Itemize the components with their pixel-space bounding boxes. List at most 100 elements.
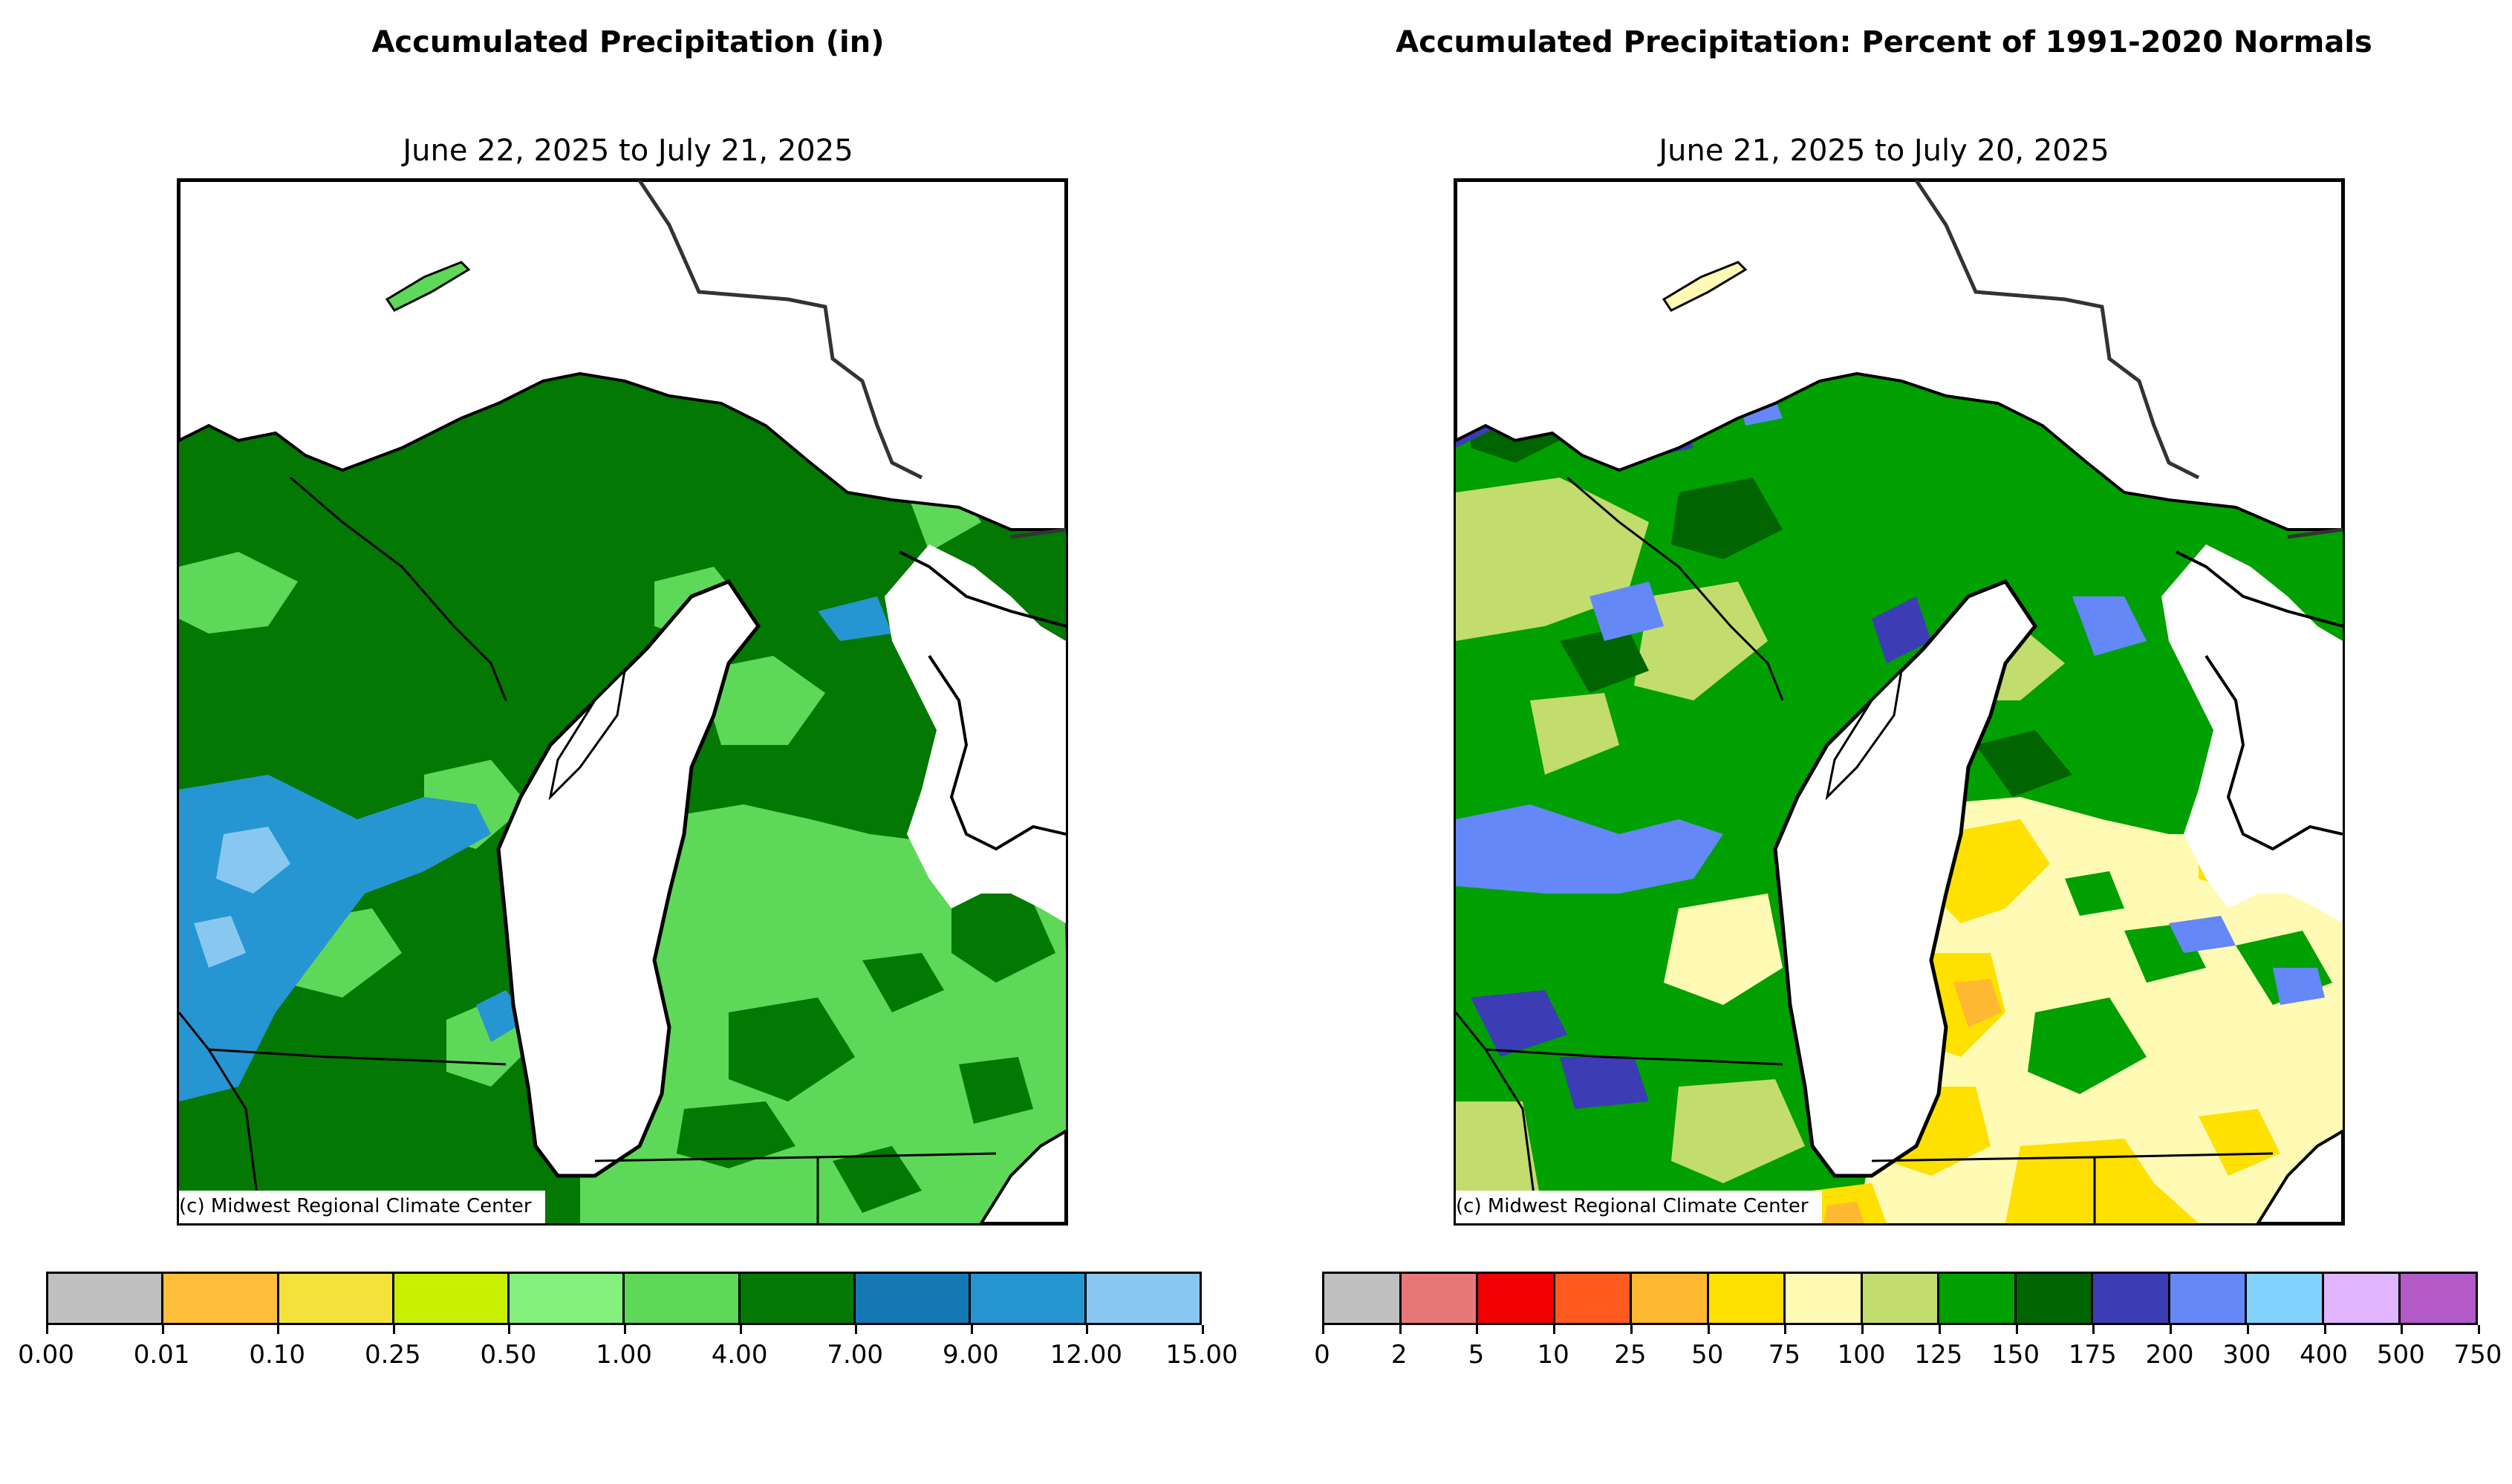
precipitation-map: (c) Midwest Regional Climate Center [177,178,1068,1226]
right-colorbar [1322,1272,2478,1325]
left-colorbar-tick-label: 4.00 [711,1340,768,1370]
left-colorbar-tick [508,1325,511,1334]
wi-mi-border [1566,476,1784,701]
right-colorbar-tick-label: 200 [2145,1340,2194,1370]
left-colorbar-swatch [740,1274,856,1323]
right-colorbar-tick-label: 75 [1768,1340,1801,1370]
isle-royale [1662,261,1748,312]
right-colorbar-tick-label: 25 [1614,1340,1647,1370]
left-colorbar-swatch [971,1274,1087,1323]
right-colorbar-tick [1630,1325,1633,1334]
left-panel: Accumulated Precipitation (in) June 22, … [18,25,1238,1370]
left-colorbar-tick-label: 7.00 [827,1340,884,1370]
lake-erie [979,1129,1066,1223]
right-colorbar-tick [2092,1325,2095,1334]
right-colorbar-tick-label: 125 [1914,1340,1963,1370]
left-colorbar-swatch [1086,1274,1200,1323]
right-colorbar-swatch [1786,1274,1863,1323]
left-colorbar-tick [392,1325,395,1334]
left-colorbar-tick-label: 0.00 [18,1340,74,1370]
left-colorbar-tick [1202,1325,1204,1334]
left-colorbar-tick [970,1325,973,1334]
canada-shore [2287,527,2343,539]
right-colorbar-tick [2323,1325,2326,1334]
left-colorbar-tick-label: 0.50 [480,1340,537,1370]
right-colorbar-tick-label: 300 [2222,1340,2271,1370]
right-colorbar-tick [2478,1325,2480,1334]
precip-patches-dark [677,886,1055,1213]
right-colorbar-swatch [1862,1274,1940,1323]
right-colorbar-swatch [1324,1274,1402,1323]
right-colorbar-tick [1399,1325,1402,1334]
right-colorbar-tick-label: 2 [1390,1340,1408,1370]
lake-huron [2161,544,2343,923]
right-panel-title: Accumulated Precipitation: Percent of 19… [1396,25,2372,59]
right-colorbar-swatch [2323,1274,2401,1323]
left-colorbar-swatch [279,1274,394,1323]
thumb-shoreline [2204,654,2343,851]
right-colorbar-swatch [2247,1274,2324,1323]
pct-patches-200-300-south [2169,916,2325,1005]
left-colorbar-tick [46,1325,48,1334]
thumb-shoreline [928,654,1066,851]
wi-mi-border [290,476,507,701]
right-colorbar-tick [2401,1325,2404,1334]
left-colorbar-swatch [625,1274,741,1323]
precip-patches-12-15 [194,827,290,968]
right-panel-credit: (c) Midwest Regional Climate Center [1456,1191,1822,1223]
left-colorbar-tick-label: 0.01 [133,1340,190,1370]
left-colorbar-tick-label: 12.00 [1050,1340,1123,1370]
right-colorbar-swatch [2016,1274,2094,1323]
pct-patches-200-300 [1456,381,2147,894]
right-colorbar-swatch [1708,1274,1786,1323]
right-colorbar-swatch [2170,1274,2248,1323]
isle-royale [385,261,471,312]
right-colorbar-tick [2246,1325,2249,1334]
right-colorbar-tick [1322,1325,1324,1334]
percent-normal-map: (c) Midwest Regional Climate Center [1454,178,2345,1226]
right-colorbar-tick-label: 5 [1468,1340,1485,1370]
right-colorbar-swatch [1555,1274,1633,1323]
left-panel-date-range: June 22, 2025 to July 21, 2025 [403,134,853,168]
lake-superior [1456,180,2343,531]
right-colorbar-tick [2015,1325,2018,1334]
pct-patches-25-50 [1823,979,2002,1223]
right-colorbar-tick-label: 10 [1537,1340,1569,1370]
mississippi-border [1456,1012,1539,1223]
left-colorbar-ticks: 0.00 0.01 0.10 0.25 0.50 1.00 4.00 7.00 9.00 12.0… [18,1325,1238,1370]
right-colorbar-tick-label: 50 [1691,1340,1724,1370]
right-colorbar-tick-label: 750 [2453,1340,2502,1370]
right-colorbar-tick-label: 0 [1314,1340,1330,1370]
left-panel-credit: (c) Midwest Regional Climate Center [179,1191,545,1223]
right-panel: Accumulated Precipitation: Percent of 19… [1256,0,2512,1484]
right-panel-date-range: June 21, 2025 to July 20, 2025 [1659,134,2109,168]
right-colorbar-tick-label: 400 [2300,1340,2348,1370]
right-colorbar-swatch [1939,1274,2017,1323]
upper-peninsula-shoreline [2176,550,2343,628]
canada-border [637,180,923,480]
canada-shore [1010,527,1066,539]
right-colorbar-swatch [1478,1274,1555,1323]
left-colorbar-tick-label: 0.25 [364,1340,421,1370]
right-colorbar-tick-label: 100 [1837,1340,1886,1370]
left-colorbar-tick-label: 1.00 [596,1340,652,1370]
mississippi-border [179,1012,262,1223]
lake-michigan [496,579,761,1178]
right-colorbar-tick [1784,1325,1787,1334]
green-bay [548,667,627,801]
right-colorbar-tick-label: 150 [1991,1340,2040,1370]
right-colorbar-tick [2170,1325,2173,1334]
left-colorbar-swatch [394,1274,510,1323]
right-colorbar-tick-label: 175 [2068,1340,2117,1370]
green-bay [1825,667,1904,801]
right-colorbar-tick-label: 500 [2376,1340,2425,1370]
left-colorbar-tick [855,1325,858,1334]
wi-il-border [208,1048,507,1066]
left-colorbar-swatch [510,1274,625,1323]
right-colorbar-swatch [1632,1274,1709,1323]
left-panel-title: Accumulated Precipitation (in) [371,25,885,59]
left-colorbar-swatch [48,1274,164,1323]
upper-peninsula-shoreline [899,550,1066,628]
left-colorbar-tick [624,1325,626,1334]
right-colorbar-swatch [1401,1274,1479,1323]
